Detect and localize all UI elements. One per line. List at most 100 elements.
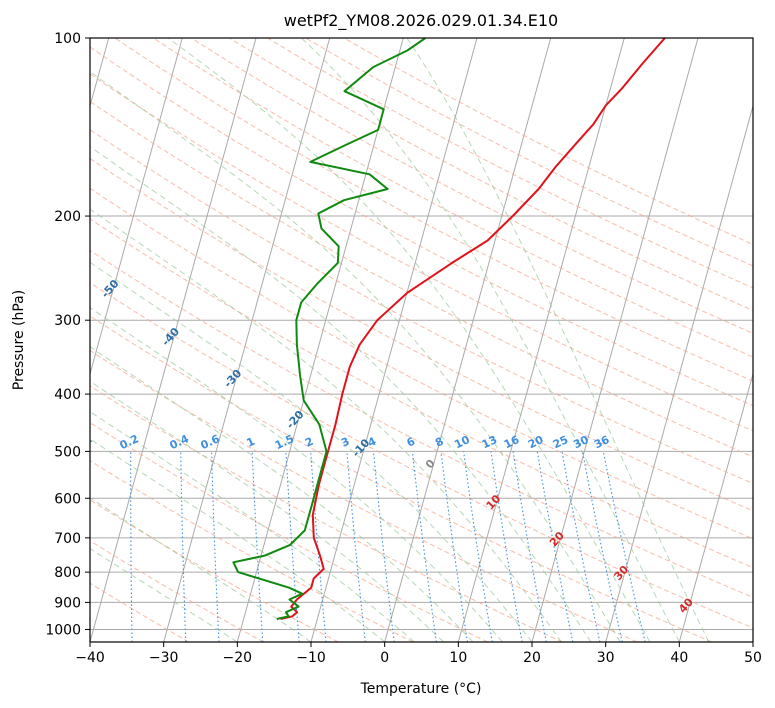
moist-adiabat xyxy=(406,38,710,642)
mixing-ratio-label: 0.6 xyxy=(199,432,222,452)
isotherm-line xyxy=(90,38,183,376)
x-tick-label: −30 xyxy=(149,650,179,666)
isotherm-line xyxy=(384,38,552,642)
mixing-ratio-label: 16 xyxy=(502,433,522,451)
mixing-ratio-line xyxy=(130,451,133,642)
y-axis: 100 200 300 400 500 600 700 800 900 1000 xyxy=(45,31,90,638)
x-tick-label: −20 xyxy=(223,650,253,666)
dry-adiabat xyxy=(90,249,753,598)
dry-adiabat xyxy=(90,582,190,642)
y-tick-label: 1000 xyxy=(45,622,81,638)
mixing-ratio-label: 36 xyxy=(592,433,612,451)
moist-adiabat xyxy=(90,497,312,642)
dry-adiabat xyxy=(90,499,339,642)
moist-adiabat xyxy=(167,38,651,642)
x-tick-label: 50 xyxy=(744,650,762,666)
moist-adiabat xyxy=(90,380,444,642)
x-tick-label: −40 xyxy=(75,650,105,666)
x-tick-label: 30 xyxy=(597,650,615,666)
moist-adiabat xyxy=(90,438,386,642)
isotherm-line xyxy=(90,38,257,642)
mixing-ratio-line xyxy=(463,451,493,642)
dry-adiabat xyxy=(90,460,414,642)
dry-adiabat-label: -30 xyxy=(221,367,244,391)
moist-adiabat xyxy=(90,145,592,642)
mixing-ratio-line xyxy=(602,451,646,642)
dry-adiabat xyxy=(343,38,753,245)
mixing-ratio-line xyxy=(372,451,395,642)
x-tick-label: 20 xyxy=(523,650,541,666)
moist-adiabat-label: 10 xyxy=(484,492,504,512)
temperature-profile xyxy=(280,38,666,620)
data-series xyxy=(232,38,666,620)
y-tick-label: 200 xyxy=(54,209,81,225)
moist-adiabat xyxy=(301,38,680,642)
x-tick-label: 0 xyxy=(380,650,389,666)
moist-adiabat xyxy=(90,307,503,642)
dry-adiabat xyxy=(90,100,753,458)
isotherm-line xyxy=(236,38,404,642)
dry-adiabat xyxy=(90,385,563,642)
y-tick-label: 900 xyxy=(54,595,81,611)
mixing-ratio-label: 8 xyxy=(433,435,445,450)
x-tick-label: 40 xyxy=(670,650,688,666)
mixing-ratio-line xyxy=(82,451,84,642)
mixing-ratio-label: 1 xyxy=(244,435,256,450)
dry-adiabat xyxy=(90,158,753,512)
mixing-ratio-label: 2 xyxy=(303,435,315,450)
moist-adiabat-label: 20 xyxy=(547,529,567,549)
y-tick-label: 500 xyxy=(54,444,81,460)
dry-adiabat xyxy=(267,38,753,289)
mixing-ratio-line xyxy=(561,451,601,642)
mixing-ratio-line xyxy=(346,451,366,642)
mixing-ratio-label: 13 xyxy=(480,433,499,451)
grid-lines xyxy=(82,38,753,642)
x-tick-label: −10 xyxy=(296,650,326,666)
moist-adiabat-label: 30 xyxy=(611,563,631,583)
x-axis-label: Temperature (°C) xyxy=(360,681,482,697)
mixing-ratio-label: 25 xyxy=(551,433,570,451)
moist-adiabat xyxy=(90,411,415,642)
mixing-ratio-label: 1.5 xyxy=(273,432,296,452)
moist-adiabat-label: 0 xyxy=(423,457,438,472)
plot-frame xyxy=(89,37,754,643)
mixing-ratio-line xyxy=(251,451,264,642)
dry-adiabat xyxy=(90,129,753,485)
mixing-ratio-label: 30 xyxy=(571,433,591,451)
y-tick-label: 100 xyxy=(54,31,81,47)
y-tick-label: 800 xyxy=(54,565,81,581)
isotherm-line xyxy=(605,104,753,642)
mixing-ratio-label: 0.2 xyxy=(118,432,141,452)
mixing-ratio-label: 20 xyxy=(526,433,546,451)
mixing-ratio-label: 10 xyxy=(452,433,472,451)
dry-adiabat xyxy=(90,540,264,642)
mixing-ratio-line xyxy=(490,451,523,642)
mixing-ratio-line xyxy=(512,451,547,642)
isotherm-line xyxy=(752,640,753,642)
dry-adiabat xyxy=(90,349,638,642)
y-tick-label: 600 xyxy=(54,491,81,507)
mixing-ratio-line xyxy=(440,451,469,642)
dry-adiabat-label: -60 xyxy=(38,229,61,253)
y-tick-label: 300 xyxy=(54,313,81,329)
moist-adiabat-label: 40 xyxy=(676,595,696,615)
y-tick-label: 400 xyxy=(54,387,81,403)
dewpoint-profile xyxy=(232,38,426,620)
dry-adiabat xyxy=(90,315,712,642)
dry-adiabat xyxy=(152,38,753,358)
dry-adiabat xyxy=(114,38,753,382)
mixing-ratio-line xyxy=(581,451,623,642)
y-axis-label: Pressure (hPa) xyxy=(11,290,27,390)
dry-adiabat xyxy=(190,38,753,334)
isotherm-line xyxy=(678,371,753,642)
moist-adiabat xyxy=(90,261,533,642)
moist-adiabat xyxy=(90,346,474,642)
chart-title: wetPf2_YM08.2026.029.01.34.E10 xyxy=(284,11,558,31)
moist-adiabat xyxy=(90,208,562,642)
moist-adiabat xyxy=(90,71,621,642)
mixing-ratio-line xyxy=(411,451,437,642)
dry-adiabat xyxy=(90,218,753,569)
dry-adiabat xyxy=(90,187,753,540)
mixing-ratio-label: 0.1 xyxy=(71,432,94,452)
